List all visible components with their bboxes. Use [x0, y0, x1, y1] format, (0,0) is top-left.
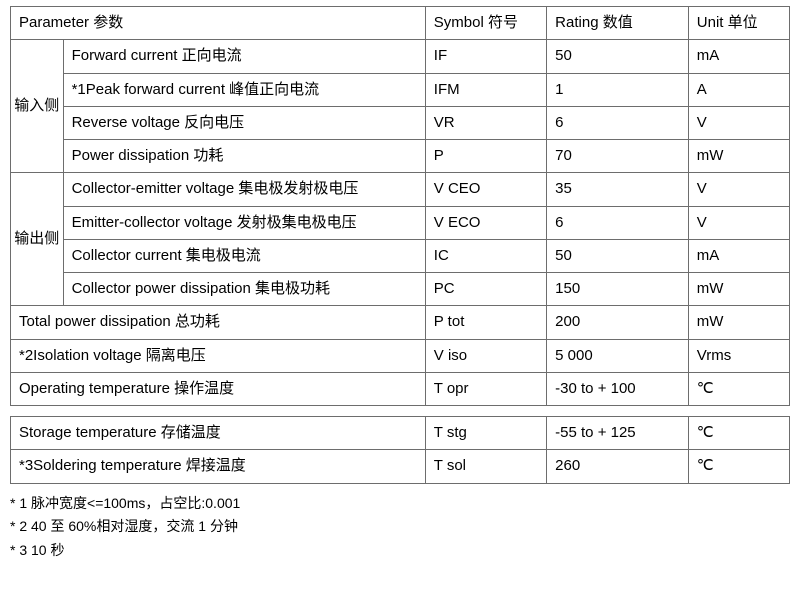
cell-param: Collector current 集电极电流: [63, 239, 425, 272]
table-row: Collector power dissipation 集电极功耗 PC 150…: [11, 273, 790, 306]
cell-unit: A: [688, 73, 789, 106]
cell-param: Collector power dissipation 集电极功耗: [63, 273, 425, 306]
table-row: 输入侧 Forward current 正向电流 IF 50 mA: [11, 40, 790, 73]
cell-symbol: IFM: [425, 73, 546, 106]
cell-unit: V: [688, 206, 789, 239]
header-parameter: Parameter 参数: [11, 7, 426, 40]
cell-symbol: T sol: [425, 450, 546, 483]
cell-param: Forward current 正向电流: [63, 40, 425, 73]
table-row: *3Soldering temperature 焊接温度 T sol 260 ℃: [11, 450, 790, 483]
cell-param: *2Isolation voltage 隔离电压: [11, 339, 426, 372]
cell-symbol: P tot: [425, 306, 546, 339]
cell-unit: ℃: [688, 450, 789, 483]
cell-rating: 35: [547, 173, 689, 206]
table-row: Operating temperature 操作温度 T opr -30 to …: [11, 372, 790, 405]
cell-param: *1Peak forward current 峰值正向电流: [63, 73, 425, 106]
group-input: 输入侧: [11, 40, 64, 173]
cell-unit: ℃: [688, 372, 789, 405]
cell-unit: mA: [688, 40, 789, 73]
footnote-2: * 2 40 至 60%相对湿度，交流 1 分钟: [10, 515, 790, 539]
cell-unit: ℃: [688, 417, 789, 450]
cell-rating: 70: [547, 140, 689, 173]
cell-symbol: V CEO: [425, 173, 546, 206]
cell-param: Power dissipation 功耗: [63, 140, 425, 173]
table-row: Storage temperature 存储温度 T stg -55 to + …: [11, 417, 790, 450]
cell-param: Reverse voltage 反向电压: [63, 106, 425, 139]
cell-symbol: VR: [425, 106, 546, 139]
header-unit: Unit 单位: [688, 7, 789, 40]
header-symbol: Symbol 符号: [425, 7, 546, 40]
cell-rating: 260: [547, 450, 689, 483]
cell-rating: -30 to + 100: [547, 372, 689, 405]
cell-rating: 200: [547, 306, 689, 339]
cell-param: *3Soldering temperature 焊接温度: [11, 450, 426, 483]
table-gap: [11, 406, 790, 417]
datasheet-table: Parameter 参数 Symbol 符号 Rating 数值 Unit 单位…: [0, 0, 800, 597]
cell-unit: V: [688, 173, 789, 206]
cell-rating: 50: [547, 239, 689, 272]
table-row: Total power dissipation 总功耗 P tot 200 mW: [11, 306, 790, 339]
cell-rating: 150: [547, 273, 689, 306]
table-row: *2Isolation voltage 隔离电压 V iso 5 000 Vrm…: [11, 339, 790, 372]
group-output: 输出侧: [11, 173, 64, 306]
cell-param: Storage temperature 存储温度: [11, 417, 426, 450]
table-row: Emitter-collector voltage 发射极集电极电压 V ECO…: [11, 206, 790, 239]
cell-param: Total power dissipation 总功耗: [11, 306, 426, 339]
cell-rating: -55 to + 125: [547, 417, 689, 450]
cell-symbol: P: [425, 140, 546, 173]
footnote-1: * 1 脉冲宽度<=100ms，占空比:0.001: [10, 492, 790, 516]
footnote-3: * 3 10 秒: [10, 539, 790, 563]
cell-rating: 50: [547, 40, 689, 73]
cell-rating: 5 000: [547, 339, 689, 372]
cell-symbol: PC: [425, 273, 546, 306]
footnotes: * 1 脉冲宽度<=100ms，占空比:0.001 * 2 40 至 60%相对…: [10, 492, 790, 563]
cell-unit: mW: [688, 306, 789, 339]
table-row: *1Peak forward current 峰值正向电流 IFM 1 A: [11, 73, 790, 106]
table-row: Reverse voltage 反向电压 VR 6 V: [11, 106, 790, 139]
cell-rating: 6: [547, 106, 689, 139]
table-row: Collector current 集电极电流 IC 50 mA: [11, 239, 790, 272]
cell-param: Collector-emitter voltage 集电极发射极电压: [63, 173, 425, 206]
cell-symbol: IC: [425, 239, 546, 272]
header-rating: Rating 数值: [547, 7, 689, 40]
cell-param: Emitter-collector voltage 发射极集电极电压: [63, 206, 425, 239]
cell-rating: 1: [547, 73, 689, 106]
ratings-table: Parameter 参数 Symbol 符号 Rating 数值 Unit 单位…: [10, 6, 790, 484]
cell-unit: V: [688, 106, 789, 139]
cell-unit: Vrms: [688, 339, 789, 372]
cell-unit: mA: [688, 239, 789, 272]
table-header-row: Parameter 参数 Symbol 符号 Rating 数值 Unit 单位: [11, 7, 790, 40]
cell-symbol: IF: [425, 40, 546, 73]
cell-symbol: T stg: [425, 417, 546, 450]
cell-symbol: V iso: [425, 339, 546, 372]
table-row: 输出侧 Collector-emitter voltage 集电极发射极电压 V…: [11, 173, 790, 206]
cell-symbol: V ECO: [425, 206, 546, 239]
cell-param: Operating temperature 操作温度: [11, 372, 426, 405]
cell-unit: mW: [688, 273, 789, 306]
cell-rating: 6: [547, 206, 689, 239]
cell-unit: mW: [688, 140, 789, 173]
table-row: Power dissipation 功耗 P 70 mW: [11, 140, 790, 173]
cell-symbol: T opr: [425, 372, 546, 405]
